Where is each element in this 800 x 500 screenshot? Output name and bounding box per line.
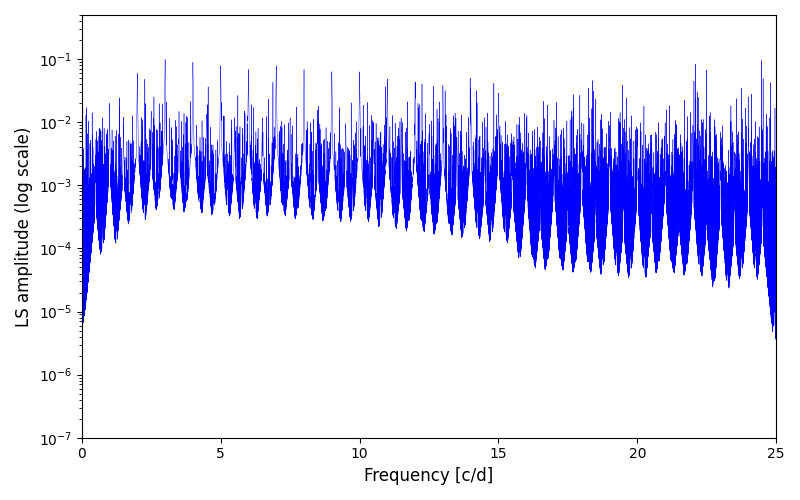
Y-axis label: LS amplitude (log scale): LS amplitude (log scale) [15,126,33,326]
X-axis label: Frequency [c/d]: Frequency [c/d] [364,467,494,485]
